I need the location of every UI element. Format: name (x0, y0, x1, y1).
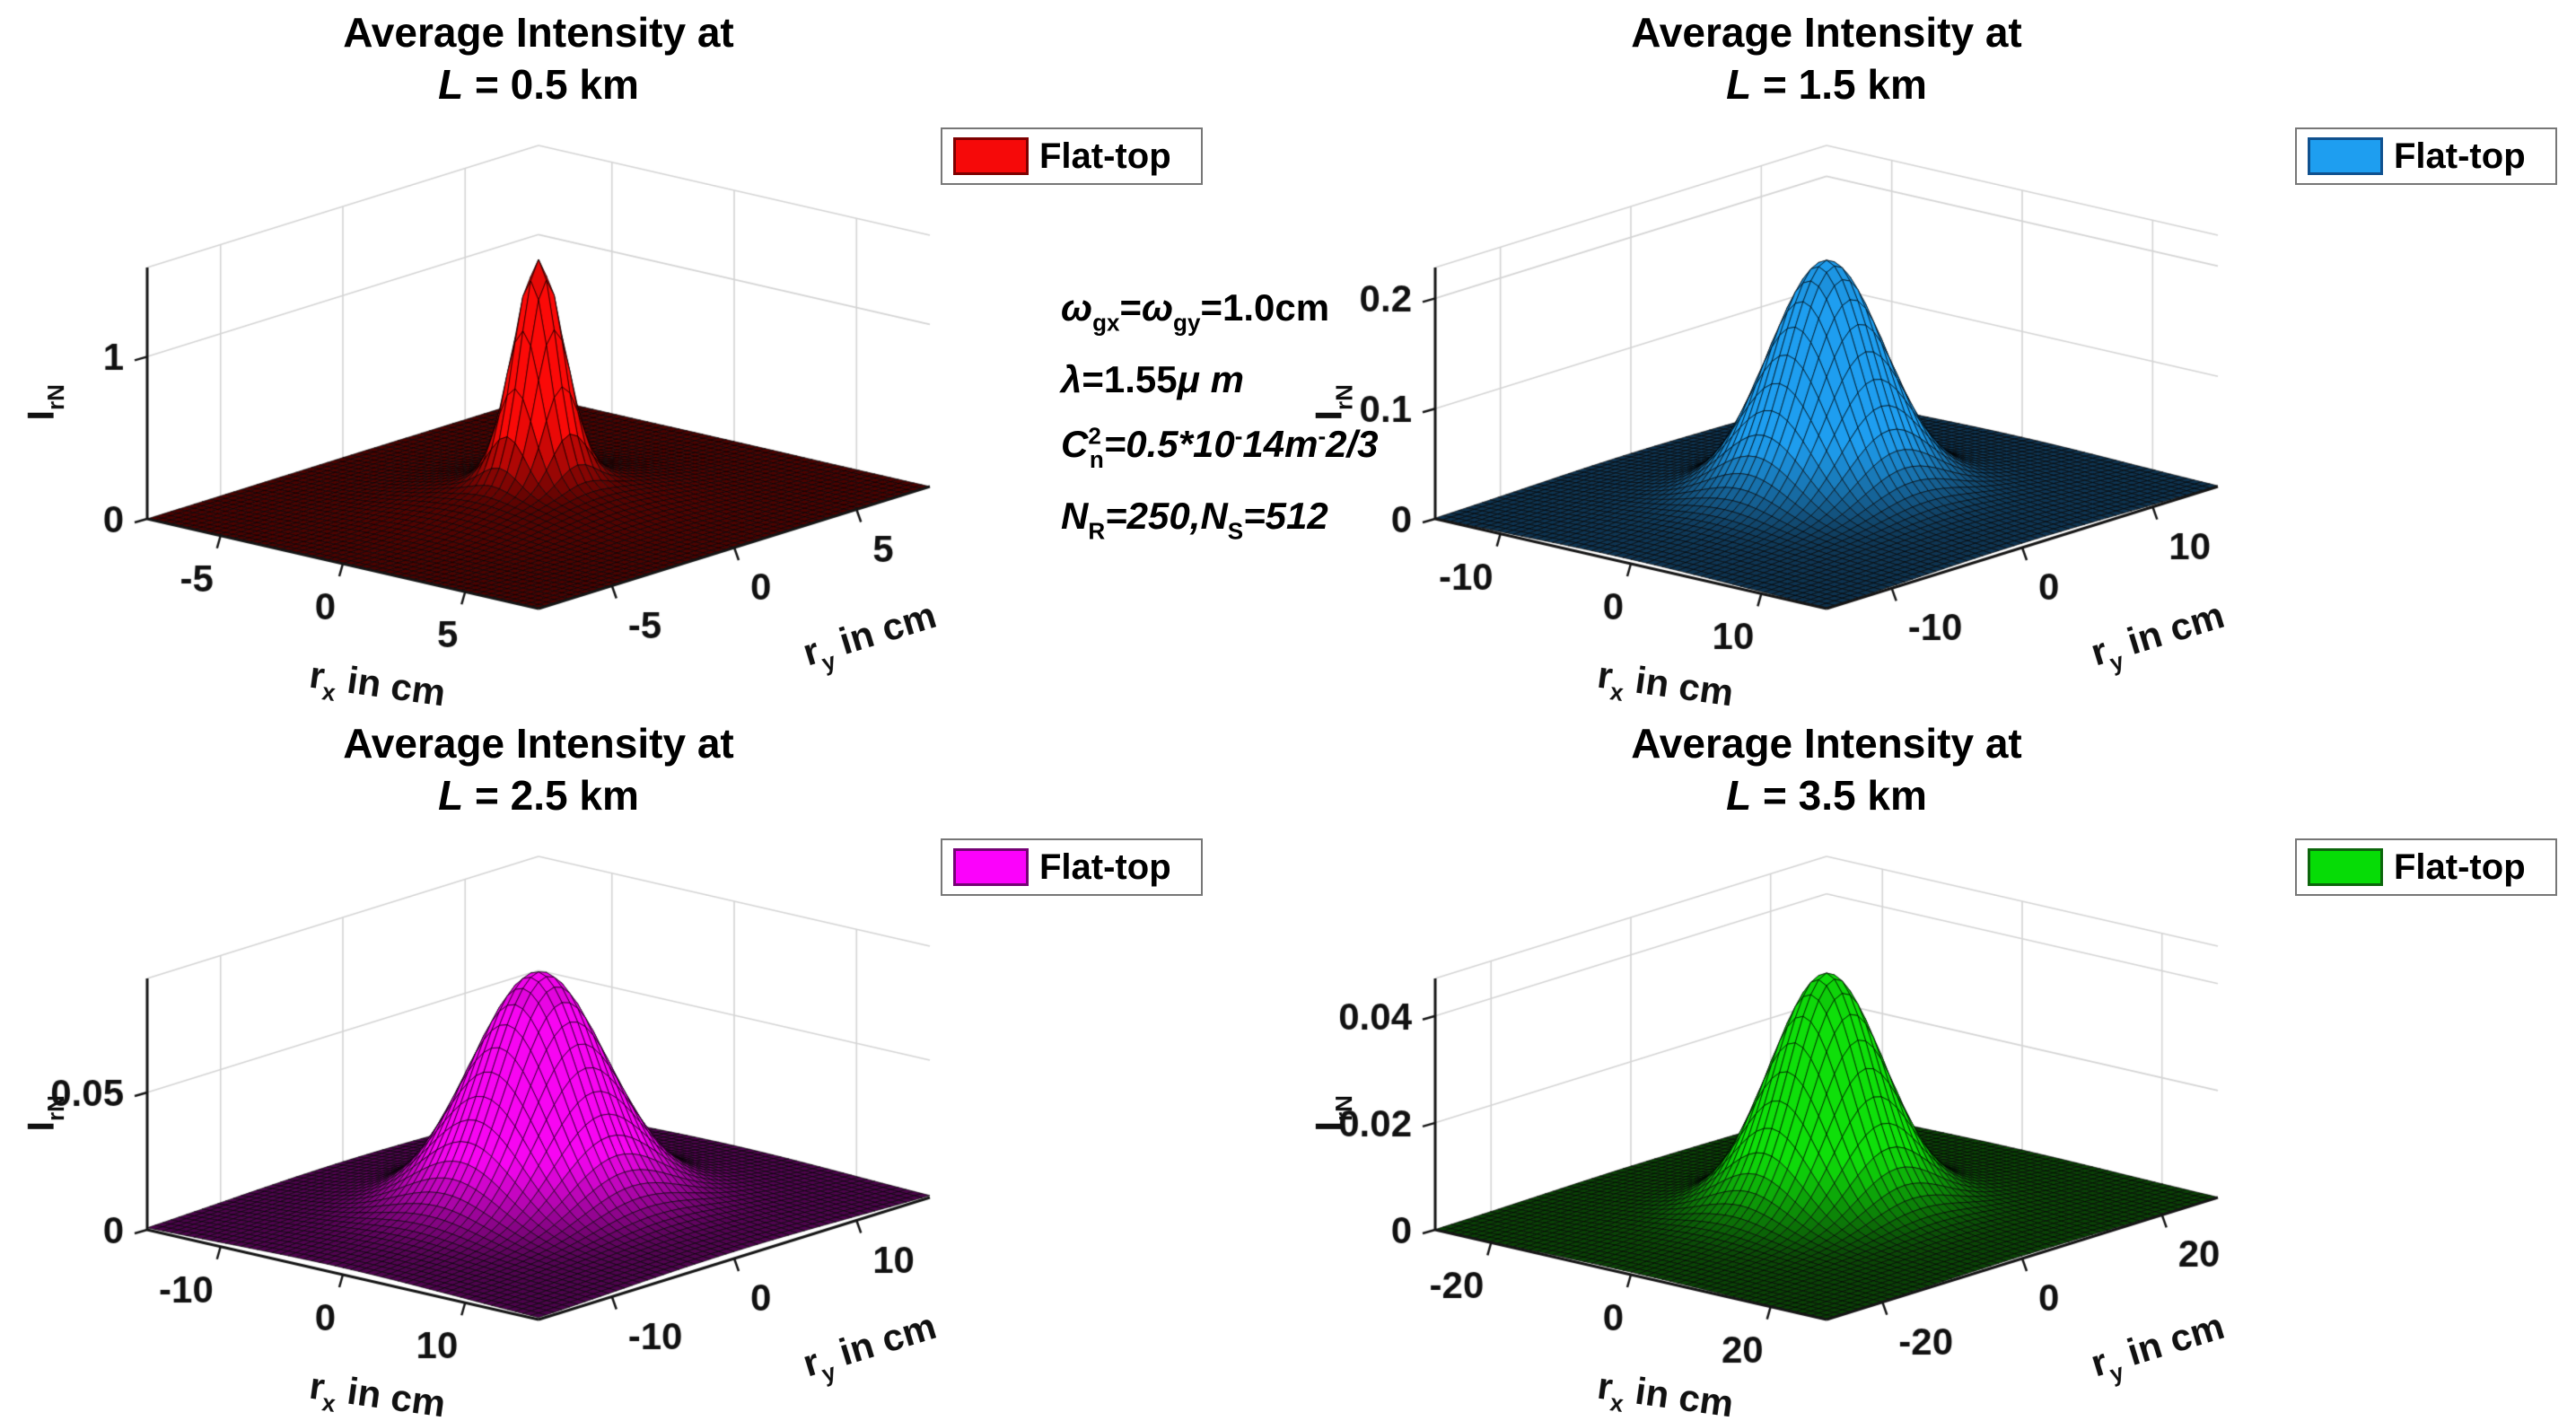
subplot-L-3.5km: Average Intensity at L = 3.5 km rx in cm… (1288, 711, 2576, 1421)
legend-swatch (2308, 848, 2383, 886)
z-axis-label: IrN (19, 384, 70, 421)
plot-title-line2: L = 1.5 km (1726, 60, 1927, 108)
legend-swatch (953, 848, 1029, 886)
plot-title: Average Intensity at L = 2.5 km (0, 718, 1077, 821)
plot-title-line1: Average Intensity at (1631, 9, 2022, 56)
legend-label: Flat-top (1039, 846, 1171, 887)
legend-label: Flat-top (2394, 846, 2526, 887)
legend-box: Flat-top (2295, 127, 2557, 185)
z-axis-label: IrN (19, 1095, 70, 1132)
legend-label: Flat-top (1039, 136, 1171, 176)
subplot-L-0.5km: Average Intensity at L = 0.5 km rx in cm… (0, 0, 1288, 714)
subplot-L-1.5km: Average Intensity at L = 1.5 km rx in cm… (1288, 0, 2576, 714)
surface-plot-canvas (1288, 711, 2576, 1421)
legend-swatch (2308, 137, 2383, 175)
legend-label: Flat-top (2394, 136, 2526, 176)
plot-title: Average Intensity at L = 0.5 km (0, 7, 1077, 110)
plot-title-line2: L = 0.5 km (438, 60, 639, 108)
annotation-line-beam-waists: ωgx=ωgy=1.0cm (1061, 286, 1330, 337)
legend-swatch (953, 137, 1029, 175)
plot-title-line1: Average Intensity at (1631, 720, 2022, 767)
surface-plot-canvas (0, 711, 1288, 1421)
annotation-line-cn2: C2n=0.5*10-14m-2/3 (1061, 422, 1379, 473)
annotation-line-wavelength: λ=1.55μ m (1061, 357, 1244, 400)
surface-plot-canvas (0, 0, 1288, 710)
legend-box: Flat-top (941, 838, 1203, 896)
surface-plot-canvas (1288, 0, 2576, 710)
z-axis-label: IrN (1307, 1095, 1358, 1132)
plot-title-line2: L = 3.5 km (1726, 771, 1927, 819)
legend-box: Flat-top (2295, 838, 2557, 896)
annotation-line-samples: NR=250,NS=512 (1061, 494, 1328, 545)
plot-title-line1: Average Intensity at (343, 9, 734, 56)
legend-box: Flat-top (941, 127, 1203, 185)
parameters-annotation: ωgx=ωgy=1.0cm λ=1.55μ m C2n=0.5*10-14m-2… (1061, 284, 1456, 563)
plot-title-line2: L = 2.5 km (438, 771, 639, 819)
plot-title-line1: Average Intensity at (343, 720, 734, 767)
plot-title: Average Intensity at L = 3.5 km (1288, 718, 2365, 821)
plot-title: Average Intensity at L = 1.5 km (1288, 7, 2365, 110)
subplot-L-2.5km: Average Intensity at L = 2.5 km rx in cm… (0, 711, 1288, 1421)
